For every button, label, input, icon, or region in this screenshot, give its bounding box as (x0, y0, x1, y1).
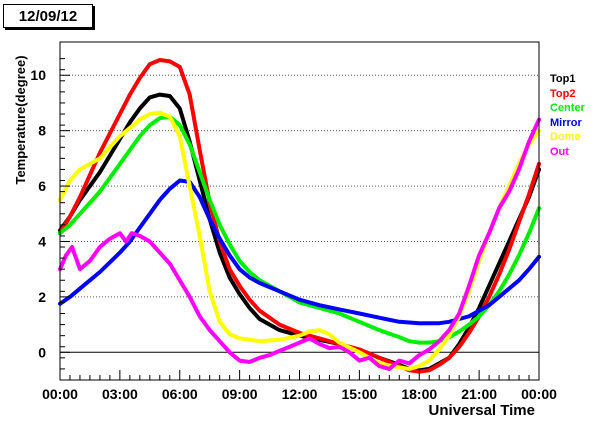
y-axis-label: Temperature(degree) (13, 55, 28, 184)
gridlines (60, 74, 539, 353)
x-tick-label: 00:00 (42, 386, 78, 402)
x-axis-label: Universal Time (429, 402, 535, 419)
legend-entry-mirror: Mirror (550, 116, 582, 129)
x-tick-label: 00:00 (521, 386, 557, 402)
x-tick-label: 15:00 (341, 386, 377, 402)
axis-ticks: 0 2 4 6 8 10 00:00 03:00 06:00 09:00 12:00 15:00 18:… (30, 58, 557, 402)
x-tick-label: 18:00 (401, 386, 437, 402)
x-tick-label: 21:00 (461, 386, 497, 402)
y-tick-label: 6 (38, 178, 46, 194)
legend-entry-out: Out (550, 145, 569, 158)
y-tick-label: 2 (38, 289, 46, 305)
series-layer (58, 58, 541, 374)
y-tick-label: 8 (38, 123, 46, 139)
series-line-center (58, 114, 541, 345)
chart-title: 12/09/12 (3, 4, 93, 28)
legend-entry-dome: Dome (550, 131, 581, 143)
series-line-mirror (58, 178, 541, 326)
x-tick-label: 06:00 (162, 386, 198, 402)
series-line-out (58, 117, 541, 371)
x-tick-label: 12:00 (282, 386, 318, 402)
x-tick-label: 03:00 (102, 386, 138, 402)
legend-entry-top2: Top2 (550, 87, 576, 100)
legend-entry-top1: Top1 (550, 73, 576, 85)
x-tick-label: 09:00 (222, 386, 258, 402)
y-tick-label: 0 (38, 344, 46, 360)
legend-entry-center: Center (550, 102, 585, 114)
y-tick-label: 10 (30, 67, 46, 83)
y-tick-label: 4 (38, 233, 46, 249)
series-line-top2 (58, 58, 541, 374)
